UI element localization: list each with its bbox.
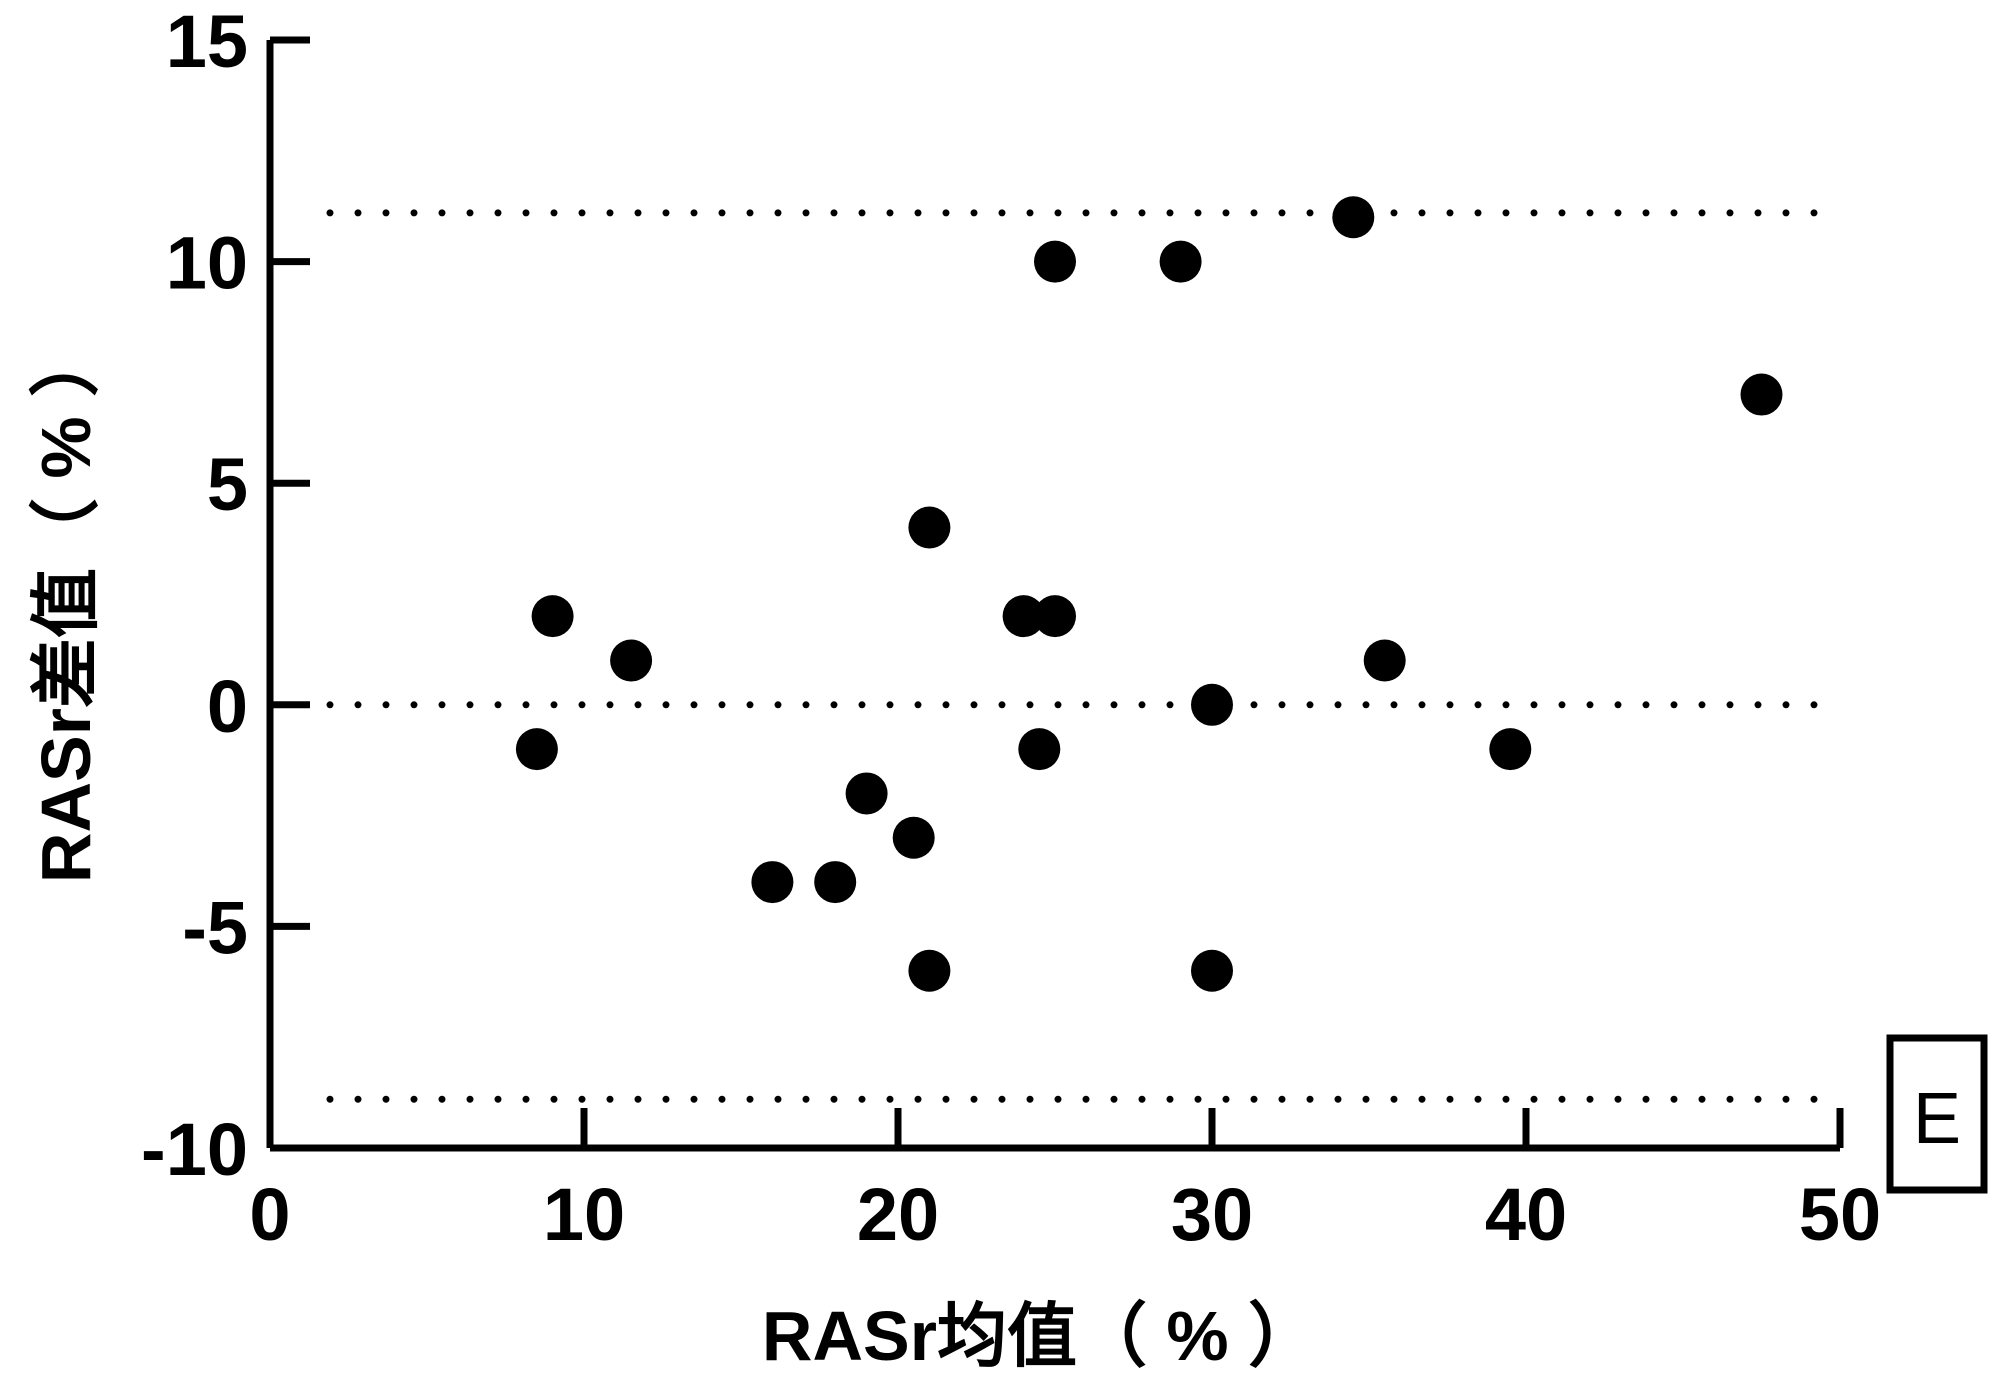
data-point	[814, 861, 857, 904]
x-axis-title: RASr均值（ % ）	[762, 1297, 1318, 1375]
data-point	[610, 639, 653, 682]
y-tick-label: -10	[141, 1108, 248, 1191]
y-axis-title: RASr差值（ % ）	[27, 327, 105, 883]
data-point	[1332, 196, 1375, 239]
reference-lines	[326, 209, 1824, 1103]
data-points	[515, 196, 1783, 992]
data-point	[1363, 639, 1406, 682]
data-point	[531, 595, 574, 638]
x-tick-label: 30	[1171, 1173, 1253, 1256]
data-point	[751, 861, 794, 904]
y-axis-ticks: -10 -5 0 5 10 15	[141, 0, 310, 1191]
y-tick-label: 10	[166, 222, 248, 305]
y-tick-label: -5	[182, 886, 248, 969]
data-point	[892, 816, 935, 859]
data-point	[515, 728, 558, 771]
data-point	[1191, 683, 1233, 726]
x-tick-label: 0	[249, 1173, 290, 1256]
data-point	[908, 949, 951, 992]
data-point	[1002, 595, 1045, 638]
x-axis-ticks: 0 10 20 30 40 50	[249, 1108, 1881, 1256]
data-point	[1018, 728, 1061, 771]
data-point	[845, 772, 888, 815]
y-tick-label: 5	[207, 443, 248, 526]
axes	[266, 40, 1840, 1152]
x-tick-label: 40	[1485, 1173, 1567, 1256]
y-tick-label: 0	[207, 665, 248, 748]
panel-label: E	[1913, 1079, 1961, 1159]
x-tick-label: 10	[543, 1173, 625, 1256]
data-point	[1159, 240, 1202, 283]
x-tick-label: 50	[1799, 1173, 1881, 1256]
data-point	[1034, 595, 1076, 638]
data-point	[908, 506, 951, 549]
y-tick-label: 15	[166, 0, 248, 83]
data-point	[1489, 728, 1532, 771]
panel-label-box: E	[1886, 1034, 1988, 1194]
data-point	[1191, 949, 1233, 992]
x-tick-label: 20	[857, 1173, 939, 1256]
data-point	[1740, 373, 1783, 416]
data-point	[1034, 240, 1076, 283]
